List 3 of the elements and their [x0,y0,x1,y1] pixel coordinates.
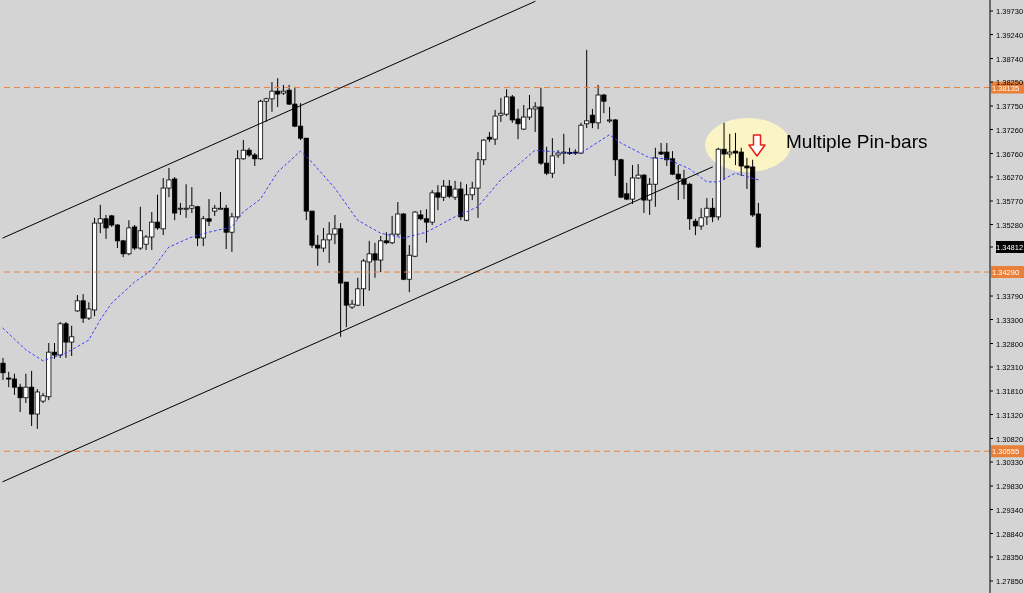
annotation: Multiple Pin-bars [786,131,928,153]
line-series [2,134,759,362]
candlestick [0,357,6,381]
